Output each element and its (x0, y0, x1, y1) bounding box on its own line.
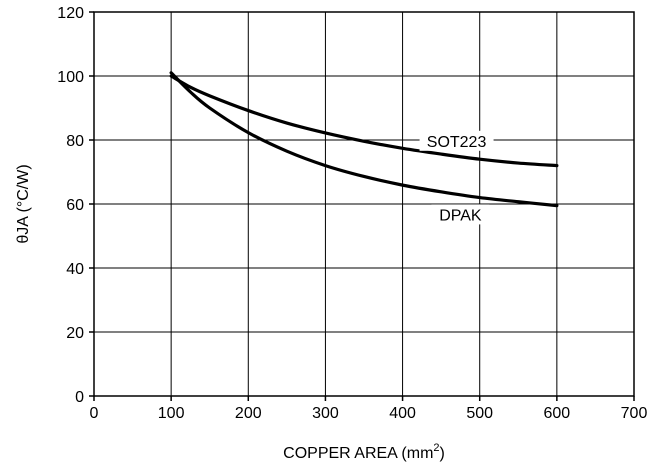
x-tick-label-600: 600 (544, 405, 571, 422)
x-axis-title-main: COPPER AREA (mm (283, 445, 433, 462)
x-axis-title-tail: ) (440, 445, 445, 462)
series-label-dpak: DPAK (439, 207, 482, 224)
x-tick-label-300: 300 (312, 405, 339, 422)
y-tick-label-20: 20 (66, 325, 84, 342)
y-tick-label-120: 120 (57, 5, 84, 22)
series-lines (169, 71, 559, 208)
y-tick-label-80: 80 (66, 133, 84, 150)
x-axis-ticks: 0 100 200 300 400 500 600 700 (90, 396, 648, 422)
x-tick-label-400: 400 (389, 405, 416, 422)
y-tick-label-0: 0 (75, 389, 84, 406)
series-label-sot223: SOT223 (427, 134, 487, 151)
x-tick-label-0: 0 (90, 405, 99, 422)
x-axis-title-superscript: 2 (433, 442, 439, 454)
series-labels: SOT223 DPAK (419, 130, 494, 225)
series-label-bg-sot223 (419, 130, 494, 151)
x-tick-label-100: 100 (158, 405, 185, 422)
y-axis-ticks: 0 20 40 60 80 100 120 (57, 5, 94, 406)
series-line-dpak (169, 71, 559, 208)
series-line-sot223 (169, 74, 559, 168)
x-axis-title: COPPER AREA (mm2) (283, 442, 445, 462)
x-tick-label-700: 700 (621, 405, 648, 422)
y-tick-label-40: 40 (66, 261, 84, 278)
y-tick-label-100: 100 (57, 69, 84, 86)
x-tick-label-200: 200 (235, 405, 262, 422)
y-axis-title: θJA (°C/W) (15, 164, 32, 243)
y-tick-label-60: 60 (66, 197, 84, 214)
x-tick-label-500: 500 (466, 405, 493, 422)
series-label-bg-dpak (431, 204, 490, 225)
